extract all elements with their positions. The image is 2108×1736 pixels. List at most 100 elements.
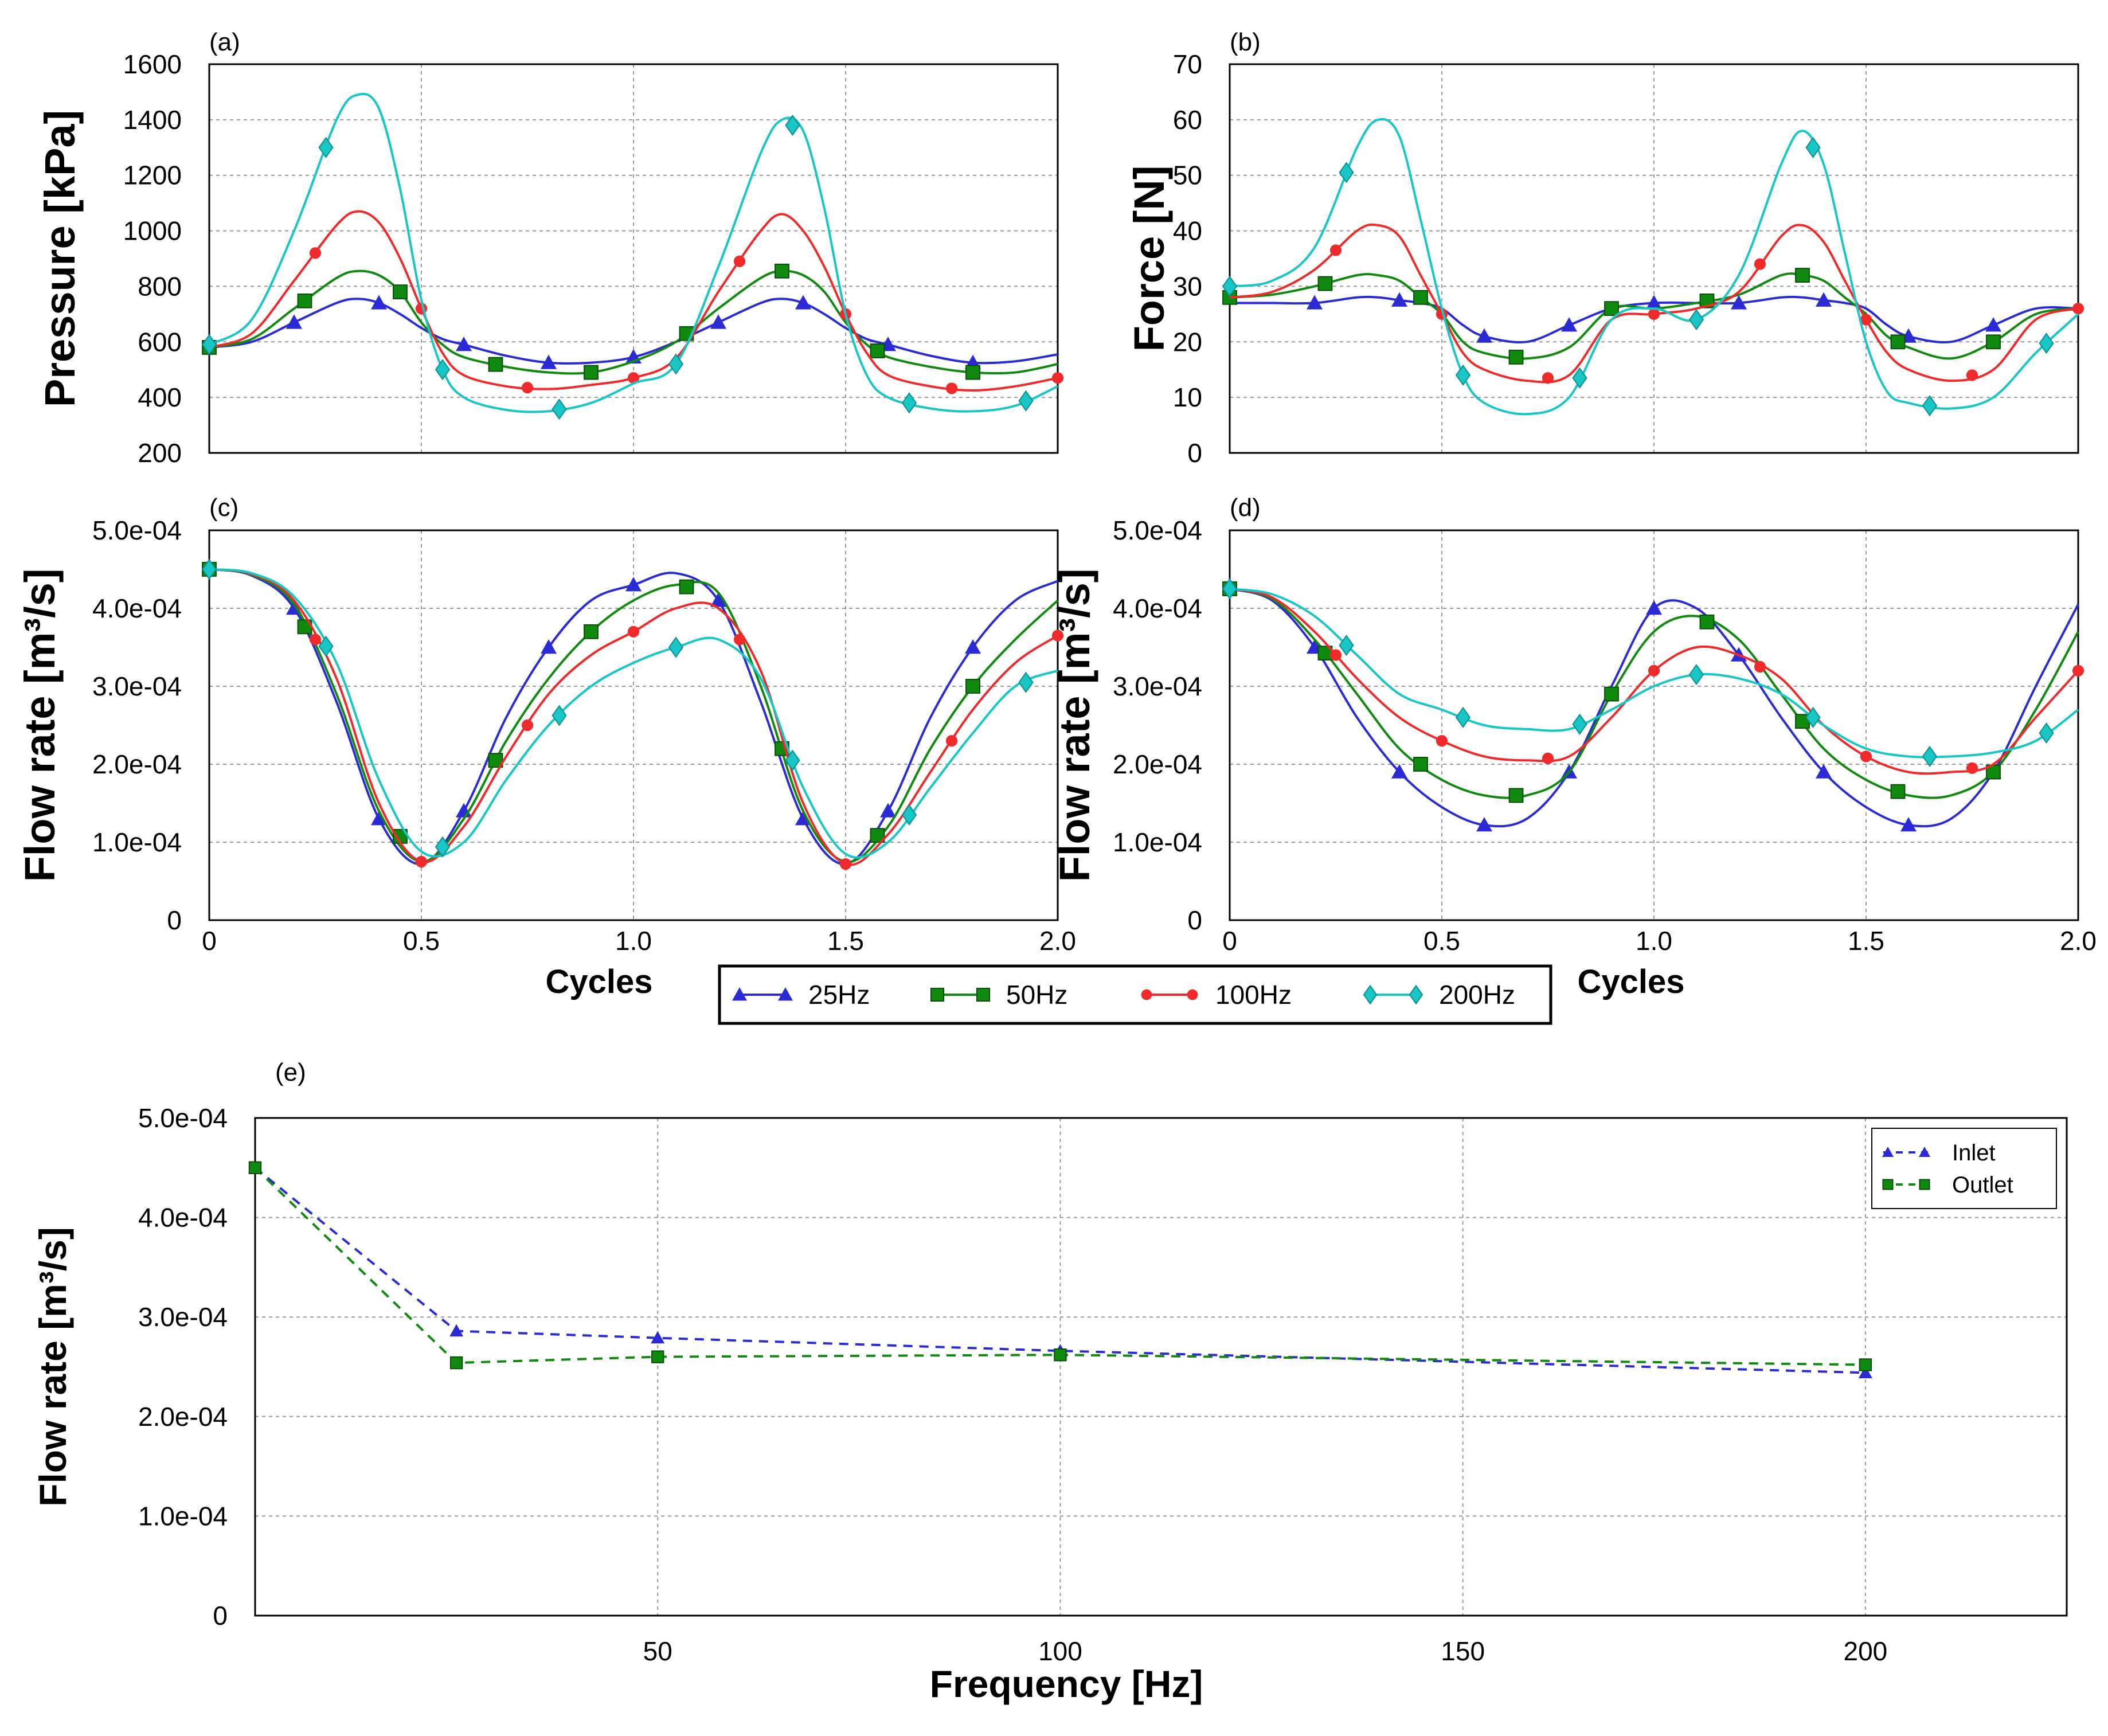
data-point <box>785 115 800 136</box>
y-tick-label: 1200 <box>123 161 182 190</box>
panel-label: (d) <box>1230 494 1261 522</box>
data-point <box>435 359 451 381</box>
data-point <box>2072 664 2084 677</box>
y-tick-label: 20 <box>1173 327 1202 357</box>
panel-3: 0 1.0e-04 2.0e-04 3.0e-04 4.0e-04 5.0e-04 0 0.5… <box>1051 494 2097 1000</box>
legend-label: 200Hz <box>1439 980 1515 1010</box>
data-point <box>1572 367 1587 389</box>
data-point <box>733 255 746 267</box>
data-point <box>1222 275 1238 297</box>
data-point <box>1646 295 1662 310</box>
data-point <box>1754 660 1766 673</box>
x-tick-label: 2.0 <box>1039 926 1076 956</box>
data-point <box>1561 317 1577 332</box>
data-point <box>1054 1348 1067 1362</box>
plot-frame <box>1229 529 2079 921</box>
y-tick-label: 0 <box>167 905 182 935</box>
y-tick-label: 1400 <box>123 105 182 135</box>
data-point <box>965 639 981 654</box>
data-point <box>785 749 800 771</box>
y-tick-label: 2.0e-04 <box>1113 749 1202 779</box>
data-point <box>1966 369 1978 381</box>
series-line-outlet <box>254 1167 1865 1366</box>
data-point <box>1572 713 1587 735</box>
y-axis-label: Flow rate [m³/s] <box>16 569 64 882</box>
data-point <box>393 284 408 300</box>
y-tick-label: 0 <box>1187 905 1202 935</box>
data-point <box>1604 301 1619 316</box>
data-point <box>552 705 567 726</box>
data-point <box>584 365 599 380</box>
data-point <box>318 635 334 657</box>
x-tick-label: 0.5 <box>1423 926 1460 956</box>
data-point <box>1816 292 1832 307</box>
data-point <box>795 811 811 826</box>
legend-marker <box>1141 989 1152 1000</box>
y-tick-label: 3.0e-04 <box>138 1302 228 1332</box>
y-tick-label: 1.0e-04 <box>138 1501 228 1531</box>
data-point <box>668 636 684 658</box>
series-line-200hz <box>208 92 1058 413</box>
data-point <box>1859 1358 1872 1371</box>
y-tick-label: 4.0e-04 <box>92 593 182 623</box>
shared-legend: 25Hz 50Hz 100Hz 200Hz <box>718 964 1552 1025</box>
data-point <box>651 1331 665 1344</box>
x-tick-label: 100 <box>1038 1636 1082 1666</box>
data-point <box>668 353 684 375</box>
data-point <box>541 354 557 369</box>
legend-marker <box>1363 984 1378 1005</box>
data-point <box>1890 334 1906 350</box>
data-point <box>1339 162 1354 183</box>
data-point <box>1391 292 1407 307</box>
data-point <box>901 804 917 826</box>
y-tick-label: 3.0e-04 <box>1113 671 1202 701</box>
y-tick-label: 400 <box>138 382 182 412</box>
data-point <box>1646 600 1662 615</box>
data-point <box>201 334 217 355</box>
panel-label: (c) <box>209 494 238 522</box>
y-tick-label: 4.0e-04 <box>138 1203 228 1233</box>
data-point <box>449 1356 463 1370</box>
legend-marker <box>1187 989 1198 1000</box>
data-point <box>1018 671 1034 693</box>
x-tick-label: 50 <box>643 1636 672 1666</box>
data-point <box>415 855 428 868</box>
legend-label: Outlet <box>1952 1172 2013 1198</box>
data-point <box>625 577 642 592</box>
series-line-50hz <box>209 568 1059 863</box>
data-point <box>627 625 640 638</box>
plot-frame <box>254 1117 2068 1617</box>
data-point <box>1985 317 2001 332</box>
x-tick-label: 1.5 <box>1848 926 1884 956</box>
data-point <box>1508 788 1524 803</box>
data-point <box>521 719 534 732</box>
data-point <box>1455 706 1471 728</box>
y-tick-label: 0 <box>1187 438 1202 468</box>
data-point <box>318 136 334 158</box>
data-point <box>1051 630 1064 642</box>
data-point <box>2039 333 2054 354</box>
plot-frame <box>208 63 1059 454</box>
data-point <box>1222 578 1238 600</box>
y-tick-label: 600 <box>138 327 182 357</box>
data-point <box>651 1350 664 1363</box>
y-tick-label: 1.0e-04 <box>92 827 182 857</box>
data-point <box>880 803 896 818</box>
data-point <box>1604 686 1619 702</box>
y-tick-label: 30 <box>1173 271 1202 301</box>
plot-frame <box>208 529 1059 921</box>
data-point <box>775 263 789 279</box>
data-point <box>541 639 557 654</box>
data-point <box>1648 308 1660 320</box>
data-point <box>1542 752 1554 764</box>
data-point <box>1329 649 1342 661</box>
y-tick-label: 200 <box>138 438 182 468</box>
data-point <box>2072 303 2084 315</box>
x-tick-label: 150 <box>1441 1636 1485 1666</box>
data-point <box>584 624 599 639</box>
x-tick-label: 0 <box>202 926 217 956</box>
data-point <box>552 398 567 420</box>
data-point <box>1890 784 1906 799</box>
y-axis-label: Flow rate [m³/s] <box>1051 569 1098 882</box>
data-point <box>1051 372 1064 384</box>
